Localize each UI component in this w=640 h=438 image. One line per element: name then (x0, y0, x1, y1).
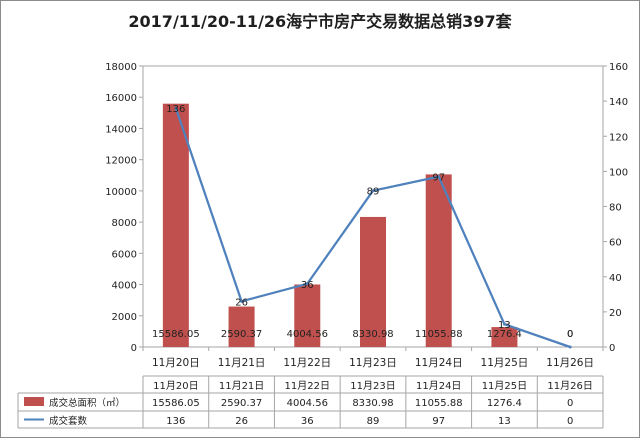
line-point (371, 189, 375, 193)
line-data-label: 136 (166, 104, 185, 115)
bar-series: 15586.05 2590.37 4004.56 8330.98 11055.88 127… (152, 103, 573, 347)
y-right-tick-label: 160 (609, 62, 628, 73)
line-data-label: 97 (432, 173, 445, 184)
table-cell: 89 (367, 416, 380, 427)
bar-data-label: 2590.37 (221, 329, 262, 340)
bar-data-label: 1276.4 (487, 329, 522, 340)
table-header-cell: 11月21日 (219, 380, 264, 392)
bar-data-label: 0 (567, 329, 573, 340)
table-cell: 0 (567, 398, 573, 409)
y-right-tick-label: 140 (609, 97, 628, 108)
bar (491, 327, 518, 347)
y-left-tick-label: 14000 (105, 124, 137, 135)
y-right-tick-label: 20 (609, 308, 622, 319)
x-tick-label: 11月22日 (283, 357, 331, 369)
table-header-cell: 11月23日 (350, 380, 395, 392)
bar (162, 103, 189, 347)
table-cell: 36 (301, 416, 314, 427)
bar-data-label: 8330.98 (352, 329, 393, 340)
table-header-cell: 11月20日 (153, 380, 198, 392)
x-tick-label: 11月23日 (349, 357, 397, 369)
x-tick-label: 11月26日 (546, 357, 594, 369)
y-left-tick-label: 0 (131, 343, 137, 354)
table-cell: 15586.05 (152, 398, 200, 409)
data-table: 11月20日 11月21日 11月22日 11月23日 11月24日 11月25日 11月2… (17, 375, 604, 429)
bar-data-label: 11055.88 (415, 329, 463, 340)
y-left-tick-label: 12000 (105, 156, 137, 167)
line-point (240, 299, 244, 303)
table-cell: 1276.4 (487, 398, 522, 409)
y-left-tick-label: 10000 (105, 187, 137, 198)
y-left-tick-label: 6000 (112, 249, 137, 260)
table-header-cell: 11月22日 (285, 380, 330, 392)
table-cell: 2590.37 (221, 398, 262, 409)
bar (425, 174, 452, 347)
table-cell: 8330.98 (352, 398, 393, 409)
bar-data-label: 4004.56 (287, 329, 328, 340)
legend-bar-swatch (24, 397, 44, 406)
y-left-tick-label: 4000 (112, 281, 137, 292)
table-cell: 4004.56 (287, 398, 328, 409)
table-cell: 13 (498, 416, 511, 427)
x-tick-label: 11月25日 (481, 357, 529, 369)
line-point (174, 106, 178, 110)
line-data-label: 26 (235, 297, 248, 308)
y-right-tick-label: 80 (609, 203, 622, 214)
table-header-cell: 11月26日 (547, 380, 592, 392)
y-right-tick-label: 0 (609, 343, 615, 354)
line-series: 136 26 36 89 97 13 0 (166, 104, 573, 349)
x-tick-label: 11月21日 (218, 357, 266, 369)
line-data-label: 0 (567, 329, 573, 340)
legend-line-label: 成交套数 (49, 415, 88, 427)
bar (294, 284, 321, 347)
table-cell: 97 (432, 416, 445, 427)
table-cell: 26 (235, 416, 248, 427)
table-cell: 11055.88 (415, 398, 463, 409)
line-data-label: 36 (301, 280, 314, 291)
table-header-cell: 11月25日 (482, 380, 527, 392)
bar-data-label: 15586.05 (152, 329, 200, 340)
line-data-label: 13 (498, 320, 511, 331)
y-right-tick-label: 40 (609, 273, 622, 284)
y-right-tick-label: 100 (609, 167, 628, 178)
y-right-tick-label: 120 (609, 132, 628, 143)
bar (360, 216, 386, 347)
table-cell: 0 (567, 416, 573, 427)
line-point (568, 345, 572, 349)
line-point (502, 322, 506, 326)
line-data-label: 89 (367, 187, 380, 198)
y-left-tick-label: 16000 (105, 93, 137, 104)
y-left-tick-label: 2000 (112, 312, 137, 323)
bar (228, 306, 255, 347)
x-tick-label: 11月20日 (152, 357, 200, 369)
axes: 0200040006000800010000120001400016000180… (105, 62, 628, 369)
line-point (437, 175, 441, 179)
table-cell: 136 (166, 416, 185, 427)
table-header-cell: 11月24日 (416, 380, 461, 392)
chart-title: 2017/11/20-11/26海宁市房产交易数据总销397套 (128, 12, 512, 31)
legend-bar-label: 成交总面积（㎡） (49, 397, 125, 409)
y-left-tick-label: 8000 (112, 218, 137, 229)
y-right-tick-label: 60 (609, 238, 622, 249)
y-left-tick-label: 18000 (105, 62, 137, 73)
x-tick-label: 11月24日 (415, 357, 463, 369)
line-point (305, 282, 309, 286)
